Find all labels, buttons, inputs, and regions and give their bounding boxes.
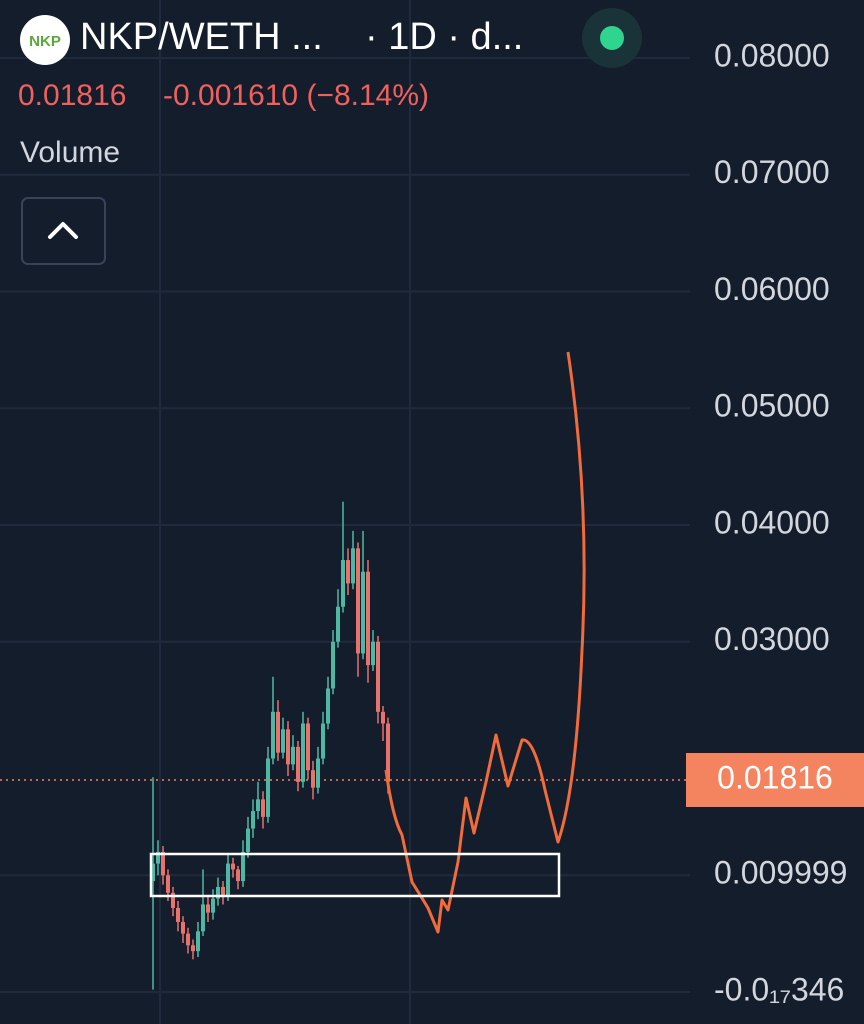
candle-body bbox=[156, 851, 160, 864]
candle-body bbox=[241, 851, 245, 882]
candle-body bbox=[186, 933, 190, 946]
candle-body bbox=[311, 770, 315, 788]
y-tick-label: -0.0₁₇346 bbox=[714, 971, 844, 1007]
candle-body bbox=[306, 723, 310, 771]
collapse-button[interactable] bbox=[21, 197, 106, 265]
indicator-label[interactable]: Volume bbox=[20, 136, 120, 169]
candle-body bbox=[346, 560, 350, 584]
candle-body bbox=[301, 723, 305, 782]
candle-body bbox=[201, 904, 205, 932]
candle-body bbox=[161, 851, 165, 876]
candle-body bbox=[151, 863, 155, 882]
candle-body bbox=[171, 892, 175, 908]
last-price-label: 0.01816 bbox=[717, 759, 833, 795]
candle-body bbox=[321, 723, 325, 759]
logo bbox=[20, 15, 70, 65]
candle-body bbox=[316, 758, 320, 788]
candle-body bbox=[271, 711, 275, 759]
logo-text: NKP bbox=[29, 33, 61, 50]
candle-body bbox=[286, 729, 290, 765]
candle-body bbox=[356, 548, 360, 654]
candle-body bbox=[276, 711, 280, 753]
candle-body bbox=[266, 758, 270, 817]
drawn-forecast bbox=[384, 351, 586, 934]
candle-body bbox=[351, 548, 355, 584]
y-tick-label: 0.04000 bbox=[714, 504, 830, 540]
last-price-tag bbox=[686, 752, 864, 807]
candle-body bbox=[331, 641, 335, 689]
candle-body bbox=[196, 931, 200, 952]
candle-body bbox=[236, 869, 240, 882]
candle-body bbox=[211, 898, 215, 913]
candle-body bbox=[166, 875, 170, 893]
candle-body bbox=[181, 921, 185, 934]
price-change: -0.001610 (−8.14%) bbox=[163, 79, 429, 112]
y-tick-label: 0.03000 bbox=[714, 621, 830, 657]
candle-body bbox=[381, 711, 385, 724]
y-tick-label: 0.05000 bbox=[714, 388, 830, 424]
candle-body bbox=[176, 907, 180, 922]
candle-body bbox=[371, 641, 375, 666]
candle-body bbox=[281, 729, 285, 753]
candle-body bbox=[341, 560, 345, 607]
y-tick-label: 0.08000 bbox=[714, 37, 830, 73]
drawn-box bbox=[149, 852, 561, 898]
candle-body bbox=[336, 606, 340, 642]
candle-body bbox=[296, 746, 300, 782]
candle-body bbox=[361, 571, 365, 654]
candle-body bbox=[366, 571, 370, 666]
y-tick-label: 0.07000 bbox=[714, 154, 830, 190]
last-price: 0.01816 bbox=[18, 79, 126, 112]
candle-body bbox=[206, 904, 210, 913]
chevron-icon bbox=[48, 222, 78, 239]
candle-body bbox=[256, 799, 260, 812]
interval[interactable]: · 1D · d... bbox=[365, 16, 523, 58]
candle-body bbox=[221, 886, 225, 897]
candle-body bbox=[246, 828, 250, 852]
candle-body bbox=[231, 863, 235, 870]
y-tick-label: 0.06000 bbox=[714, 271, 830, 307]
candle-body bbox=[191, 945, 195, 952]
y-tick-label: 0.009999 bbox=[714, 855, 847, 891]
candle-body bbox=[291, 746, 295, 765]
candle-body bbox=[216, 886, 220, 899]
candle-body bbox=[251, 811, 255, 829]
candle-body bbox=[226, 863, 230, 897]
candle-body bbox=[376, 641, 380, 712]
candle-body bbox=[326, 688, 330, 724]
candle-body bbox=[386, 723, 390, 782]
symbol[interactable]: NKP/WETH ... bbox=[80, 16, 323, 58]
status-dot bbox=[600, 26, 624, 50]
candle-body bbox=[261, 799, 265, 817]
